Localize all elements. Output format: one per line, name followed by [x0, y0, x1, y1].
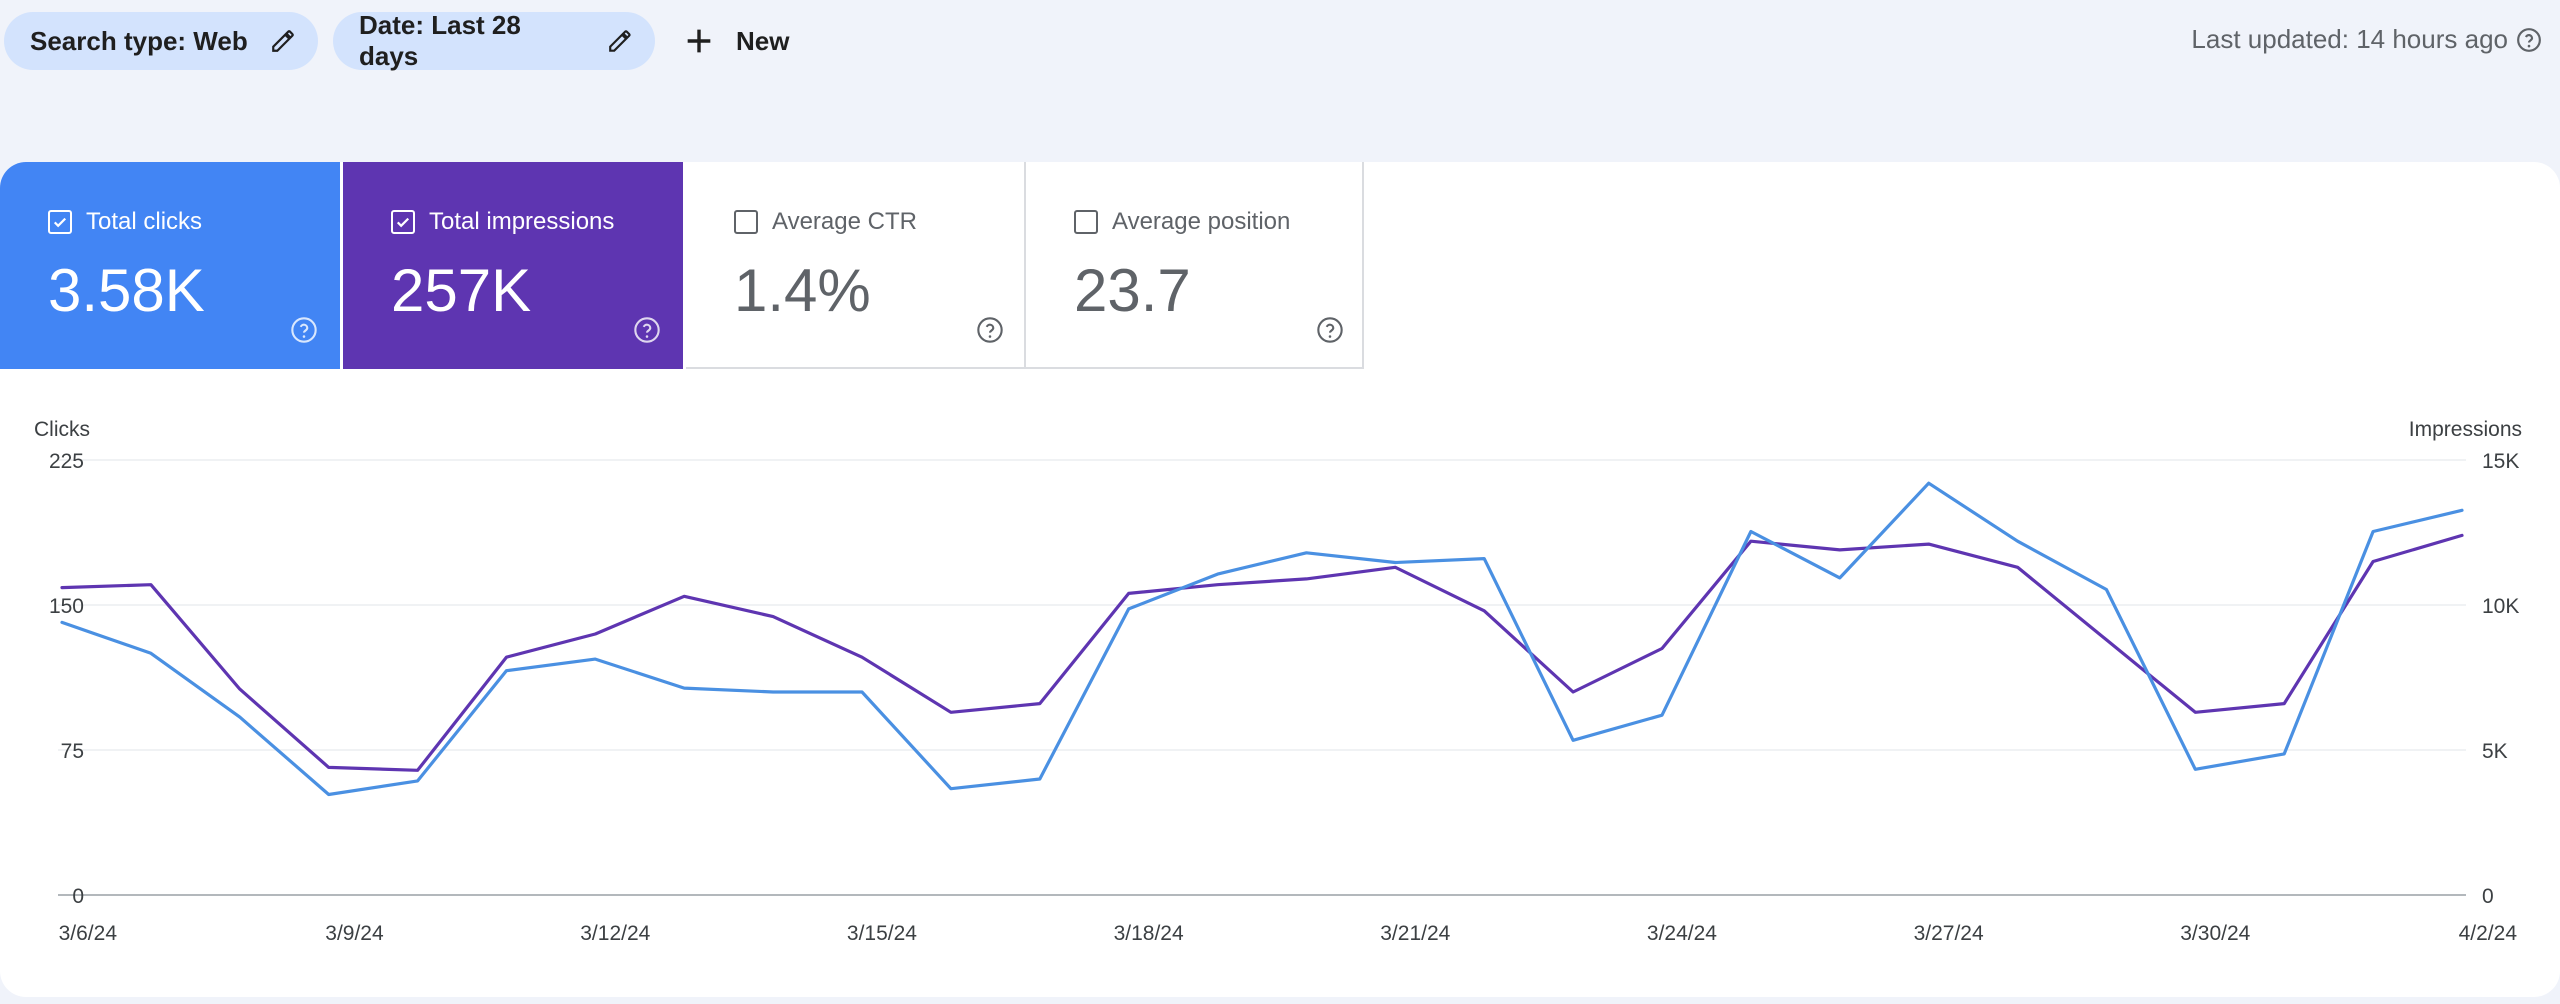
y-tick-label-left: 75 [61, 740, 84, 763]
date-filter-label: Date: Last 28 days [359, 10, 521, 71]
checkbox-unchecked-icon[interactable] [1074, 210, 1098, 234]
metric-value: 1.4% [734, 257, 871, 324]
metric-total-clicks[interactable]: Total clicks 3.58K [0, 162, 340, 369]
x-tick-label: 4/2/24 [2459, 922, 2518, 945]
help-circle-icon[interactable] [2516, 27, 2542, 53]
metric-label: Average position [1112, 208, 1291, 235]
y-tick-label-right: 15K [2482, 450, 2519, 473]
x-tick-label: 3/15/24 [847, 922, 917, 945]
performance-card: Total clicks 3.58K Total impressions 257… [0, 162, 2560, 997]
x-tick-label: 3/18/24 [1114, 922, 1184, 945]
y-tick-label-right: 0 [2482, 885, 2494, 908]
metric-label-row: Total clicks [48, 208, 202, 236]
y-tick-label-left: 150 [49, 595, 84, 618]
y-tick-label-right: 10K [2482, 595, 2519, 618]
metric-value: 257K [391, 257, 532, 324]
clicks-series-line[interactable] [60, 481, 2464, 797]
right-axis-title: Impressions [2409, 418, 2522, 441]
help-circle-icon[interactable] [976, 316, 1004, 344]
metric-average-position[interactable]: Average position 23.7 [1026, 162, 1364, 369]
metric-total-impressions[interactable]: Total impressions 257K [343, 162, 683, 369]
edit-pencil-icon [609, 30, 631, 52]
plus-icon [687, 29, 711, 53]
help-circle-icon[interactable] [633, 316, 661, 344]
x-tick-label: 3/21/24 [1380, 922, 1450, 945]
checkbox-checked-icon[interactable] [391, 210, 415, 234]
checkbox-checked-icon[interactable] [48, 210, 72, 234]
date-filter-chip[interactable]: Date: Last 28 days [333, 10, 655, 71]
left-axis-title: Clicks [34, 418, 90, 441]
new-filter-label: New [736, 25, 790, 56]
metric-label: Average CTR [772, 208, 917, 235]
help-circle-icon[interactable] [290, 316, 318, 344]
x-tick-label: 3/12/24 [580, 922, 650, 945]
metric-label: Total clicks [86, 208, 203, 235]
edit-pencil-icon [271, 30, 294, 52]
x-tick-label: 3/9/24 [325, 922, 384, 945]
metric-label-row: Average CTR [734, 208, 917, 236]
help-circle-icon[interactable] [1316, 316, 1344, 344]
metric-value: 23.7 [1074, 257, 1191, 324]
metric-average-ctr[interactable]: Average CTR 1.4% [686, 162, 1026, 369]
metric-label-row: Average position [1074, 208, 1290, 236]
impressions-series-line[interactable] [60, 533, 2464, 772]
x-tick-label: 3/30/24 [2180, 922, 2250, 945]
metric-value: 3.58K [48, 257, 205, 324]
metric-label: Total impressions [429, 208, 615, 235]
x-tick-label: 3/27/24 [1914, 922, 1984, 945]
last-updated-status: Last updated: 14 hours ago [2191, 24, 2542, 55]
performance-line-chart[interactable]: Clicks Impressions 0 75 150 225 0 5K 10K 15K 3… [0, 162, 2560, 997]
search-type-label: Search type: Web [30, 25, 248, 56]
new-filter-button[interactable]: New [682, 12, 789, 70]
y-tick-label-left: 225 [49, 450, 84, 473]
y-tick-label-left: 0 [72, 885, 84, 908]
y-tick-label-right: 5K [2482, 740, 2508, 763]
x-tick-label: 3/24/24 [1647, 922, 1717, 945]
checkbox-unchecked-icon[interactable] [734, 210, 758, 234]
x-tick-label: 3/6/24 [59, 922, 118, 945]
metric-label-row: Total impressions [391, 208, 614, 236]
last-updated-text: Last updated: 14 hours ago [2191, 24, 2508, 54]
search-type-filter-chip[interactable]: Search type: Web [4, 12, 318, 70]
